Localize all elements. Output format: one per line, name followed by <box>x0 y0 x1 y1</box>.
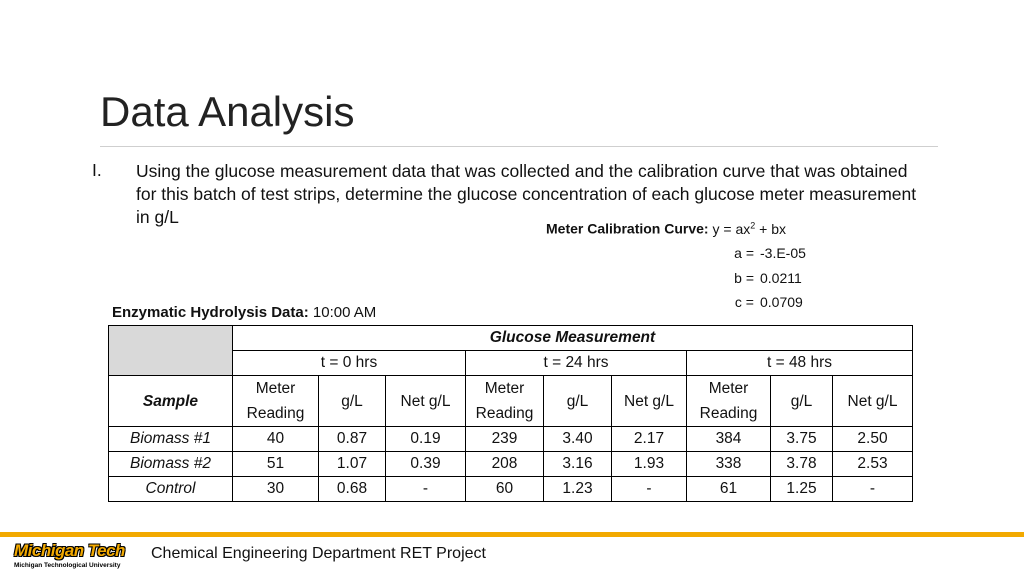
table-cell: 30 <box>232 476 319 502</box>
michigan-tech-logo: Michigan Tech Michigan Technological Uni… <box>14 541 125 569</box>
table-cell: 2.50 <box>832 426 913 452</box>
table-row: Biomass #1 40 0.87 0.19 239 3.40 2.17 38… <box>108 426 913 452</box>
table-cell: 61 <box>686 476 771 502</box>
sample-cell: Control <box>108 476 233 502</box>
calibration-label: Meter Calibration Curve: <box>546 220 709 237</box>
column-header: Meter Reading <box>465 375 544 427</box>
title-divider <box>100 146 938 147</box>
table-cell: 2.17 <box>611 426 687 452</box>
sample-cell: Biomass #1 <box>108 426 233 452</box>
instruction-text: Using the glucose measurement data that … <box>136 161 917 227</box>
table-cell: 384 <box>686 426 771 452</box>
time-header: t = 0 hrs <box>232 350 466 376</box>
group-header: Glucose Measurement <box>232 325 913 351</box>
table-cell: 338 <box>686 451 771 477</box>
column-header: Meter Reading <box>232 375 319 427</box>
table-cell: 0.68 <box>318 476 386 502</box>
table-cell: 3.78 <box>770 451 833 477</box>
table-cell: 40 <box>232 426 319 452</box>
table-cell: 0.87 <box>318 426 386 452</box>
column-header: Net g/L <box>832 375 913 427</box>
table-row: Control 30 0.68 - 60 1.23 - 61 1.25 - <box>108 476 913 502</box>
table-cell: - <box>832 476 913 502</box>
table-cell: 208 <box>465 451 544 477</box>
table-cell: 3.75 <box>770 426 833 452</box>
calibration-curve: Meter Calibration Curve: y = ax2 + bx <box>546 220 786 237</box>
sample-header: Sample <box>108 375 233 427</box>
table-cell: 0.39 <box>385 451 466 477</box>
table-cell: 239 <box>465 426 544 452</box>
table-corner <box>108 325 233 376</box>
time-header: t = 48 hrs <box>686 350 913 376</box>
table-cell: 51 <box>232 451 319 477</box>
calibration-equation: y = ax2 + bx <box>712 220 786 237</box>
footer-text: Chemical Engineering Department RET Proj… <box>151 545 486 562</box>
slide-title: Data Analysis <box>100 88 355 135</box>
column-header: g/L <box>318 375 386 427</box>
footer-accent-bar <box>0 532 1024 537</box>
table-row: Biomass #2 51 1.07 0.39 208 3.16 1.93 33… <box>108 451 913 477</box>
enzymatic-caption: Enzymatic Hydrolysis Data: 10:00 AM <box>112 304 377 321</box>
column-header: Meter Reading <box>686 375 771 427</box>
column-header: Net g/L <box>611 375 687 427</box>
table-cell: 0.19 <box>385 426 466 452</box>
table-cell: 3.40 <box>543 426 612 452</box>
table-cell: 1.25 <box>770 476 833 502</box>
table-cell: 1.93 <box>611 451 687 477</box>
column-header: Net g/L <box>385 375 466 427</box>
list-marker: I. <box>92 160 102 180</box>
table-cell: 3.16 <box>543 451 612 477</box>
time-header: t = 24 hrs <box>465 350 687 376</box>
column-header: g/L <box>770 375 833 427</box>
table-cell: 1.23 <box>543 476 612 502</box>
table-cell: 60 <box>465 476 544 502</box>
table-cell: 2.53 <box>832 451 913 477</box>
column-header: g/L <box>543 375 612 427</box>
glucose-table: Glucose Measurement t = 0 hrs t = 24 hrs… <box>108 325 913 502</box>
sample-cell: Biomass #2 <box>108 451 233 477</box>
table-cell: 1.07 <box>318 451 386 477</box>
table-cell: - <box>385 476 466 502</box>
table-cell: - <box>611 476 687 502</box>
